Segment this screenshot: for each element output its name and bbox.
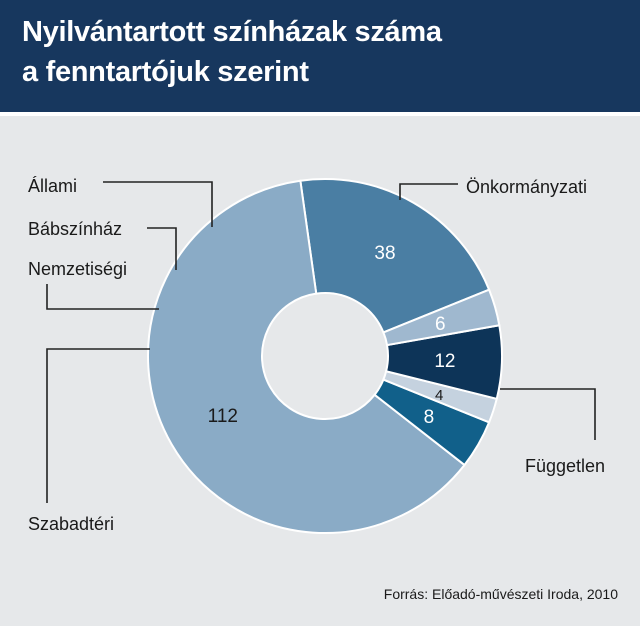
leader-line-szabadteri	[46, 348, 150, 503]
chart-category-labels: Önkormányzati Független Szabadtéri Nemzetis…	[28, 176, 605, 534]
source-note: Forrás: Előadó-művészeti Iroda, 2010	[383, 586, 618, 602]
chart-title-line-1: Nyilvántartott színházak száma	[22, 16, 442, 48]
chart-slices	[147, 178, 503, 534]
value-label-nemzetisegi: 4	[435, 387, 443, 404]
chart-value-labels: 38 112 84 12 6	[208, 243, 456, 428]
value-label-babszinhaz: 12	[434, 351, 455, 372]
category-label-fuggetlen: Független	[525, 456, 605, 476]
category-label-nemzetisegi: Nemzetiségi	[28, 259, 127, 279]
value-label-onkormanyzati: 38	[374, 243, 395, 264]
value-label-allami: 6	[435, 314, 446, 335]
chart-header: Nyilvántartott színházak száma a fenntar…	[0, 0, 640, 112]
header-divider	[0, 112, 640, 116]
donut-chart: 38 112 84 12 6 Önkormányzati Független Szabadt…	[28, 176, 605, 534]
value-label-fuggetlen: 112	[208, 406, 238, 427]
leader-line-onkormanyzati	[399, 183, 458, 200]
leader-line-allami	[103, 181, 213, 227]
chart-leader-lines	[46, 181, 596, 503]
category-label-babszinhaz: Bábszínház	[28, 219, 122, 239]
category-label-szabadteri: Szabadtéri	[28, 514, 114, 534]
chart-title-line-2: a fenntartójuk szerint	[22, 56, 309, 88]
slice-allami	[382, 288, 501, 347]
slice-onkormanyzati	[299, 178, 491, 334]
value-label-szabadteri: 8	[424, 407, 435, 428]
leader-line-babszinhaz	[147, 227, 177, 270]
slice-fuggetlen	[147, 179, 466, 534]
leader-line-fuggetlen	[500, 388, 596, 440]
category-label-onkormanyzati: Önkormányzati	[466, 177, 587, 197]
category-label-allami: Állami	[28, 176, 77, 196]
leader-line-nemzetisegi	[46, 284, 159, 310]
